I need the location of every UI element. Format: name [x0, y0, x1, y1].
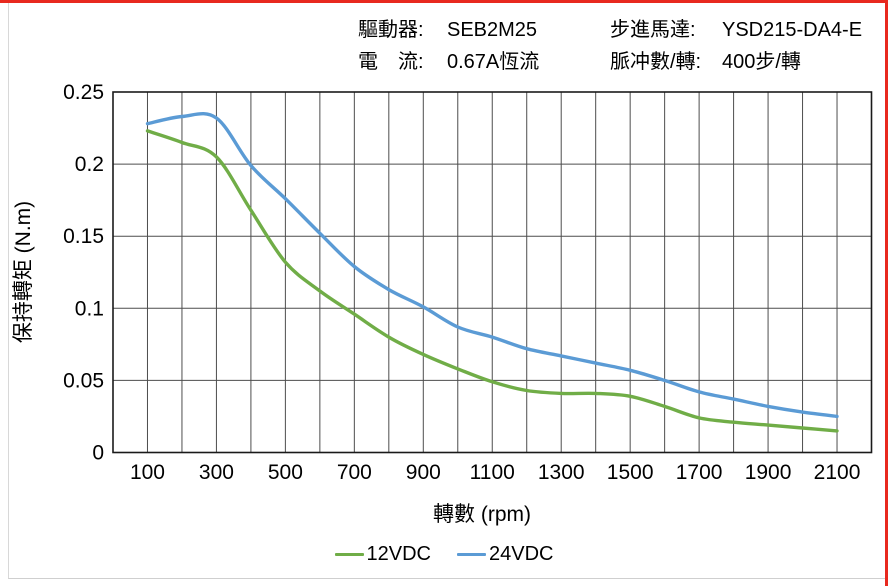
x-tick-label: 1700 [676, 461, 723, 484]
spec-pulses-value: 400步/轉 [722, 51, 801, 73]
legend-label-24vdc: 24VDC [489, 543, 554, 565]
plot-border [112, 91, 873, 454]
spec-column-right: 步進馬達: YSD215-DA4-E 脈冲數/轉: 400步/轉 [610, 14, 862, 78]
grid-layer [112, 91, 873, 454]
legend-label-12vdc: 12VDC [366, 543, 431, 565]
x-axis-title: 轉數 (rpm) [433, 503, 531, 526]
x-tick-label: 100 [130, 461, 165, 484]
spec-current-value: 0.67A恆流 [447, 51, 540, 73]
legend-line-12vdc-icon [334, 552, 364, 557]
spec-driver-label: 驅動器: [358, 19, 424, 41]
x-tick-label: 300 [199, 461, 234, 484]
x-tick-label: 2100 [814, 461, 861, 484]
red-right-border [885, 0, 888, 586]
spec-driver-value: SEB2M25 [447, 19, 538, 41]
spec-current: 電 流: 0.67A恆流 [358, 46, 539, 78]
legend-item-12vdc: 12VDC [334, 543, 431, 566]
y-tick-label: 0.05 [63, 369, 104, 392]
x-tick-label: 500 [268, 461, 303, 484]
red-top-border [0, 0, 888, 3]
x-tick-label: 1100 [470, 461, 515, 484]
legend-item-24vdc: 24VDC [457, 543, 553, 566]
x-tick-label: 900 [406, 461, 441, 484]
spec-current-label: 電 流: [358, 51, 424, 73]
spec-motor-value: YSD215-DA4-E [722, 19, 863, 41]
series-line-24vdc [145, 111, 839, 419]
spec-motor-label: 步進馬達: [610, 19, 696, 41]
x-tick-label: 700 [337, 461, 372, 484]
x-tick-label: 1300 [538, 461, 585, 484]
x-tick-label: 1500 [607, 461, 654, 484]
spec-column-left: 驅動器: SEB2M25 電 流: 0.67A恆流 [358, 14, 539, 78]
y-tick-label: 0.15 [63, 225, 104, 248]
series-line-12vdc [145, 129, 839, 433]
legend-line-24vdc-icon [457, 552, 486, 557]
spec-pulses: 脈冲數/轉: 400步/轉 [610, 46, 862, 78]
x-tick-label: 1900 [745, 461, 792, 484]
y-tick-label: 0.1 [75, 297, 104, 320]
y-tick-label: 0 [92, 442, 104, 465]
series-layer [145, 111, 839, 433]
y-axis-title: 保持轉矩 (N.m) [12, 201, 35, 343]
chart-legend: 12VDC 24VDC [0, 543, 888, 566]
spec-pulses-label: 脈冲數/轉: [610, 51, 702, 73]
tick-label-layer: 100 300 500 700 900 1100 1300 1500 1700 1900 2100 0… [63, 81, 860, 484]
spec-motor: 步進馬達: YSD215-DA4-E [610, 14, 862, 46]
y-tick-label: 0.2 [75, 153, 104, 176]
spec-driver: 驅動器: SEB2M25 [358, 14, 539, 46]
y-tick-label: 0.25 [63, 81, 104, 104]
